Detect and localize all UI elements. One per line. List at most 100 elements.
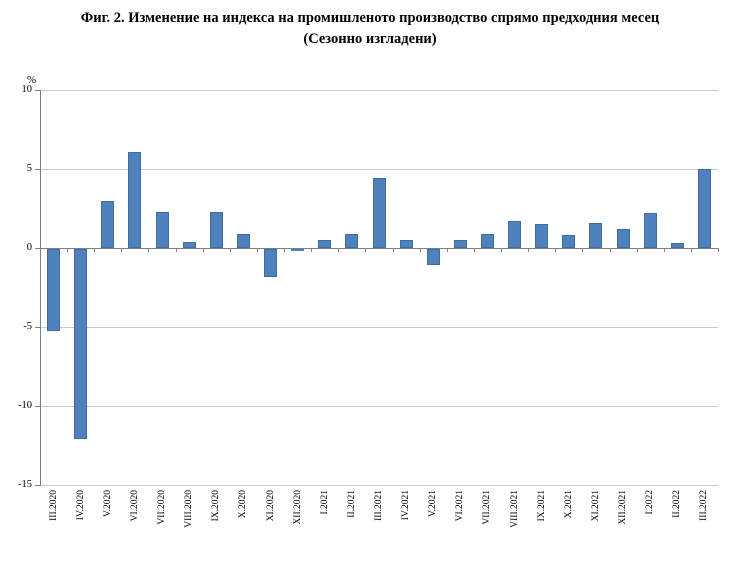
- x-axis-label: X.2021: [564, 490, 574, 519]
- x-axis-label: XI.2020: [266, 490, 276, 522]
- x-axis-label: II.2022: [672, 490, 682, 518]
- x-axis-label: VII.2021: [482, 490, 492, 525]
- category-tick: [176, 248, 177, 252]
- x-axis-label: III.2022: [699, 490, 709, 521]
- bar-II.2021: [345, 234, 358, 248]
- bar-VII.2020: [156, 212, 169, 248]
- category-tick: [528, 248, 529, 252]
- y-axis-tick: [35, 248, 40, 249]
- x-axis-label: V.2021: [428, 490, 438, 518]
- y-axis-tick: [35, 90, 40, 91]
- category-tick: [230, 248, 231, 252]
- category-tick: [203, 248, 204, 252]
- category-tick: [365, 248, 366, 252]
- bar-XII.2021: [617, 229, 630, 248]
- y-axis-label: 10: [21, 84, 33, 95]
- category-tick: [148, 248, 149, 252]
- category-tick: [691, 248, 692, 252]
- bar-V.2021: [427, 249, 440, 265]
- x-axis-label: IV.2020: [76, 490, 86, 521]
- bar-X.2021: [562, 235, 575, 248]
- bar-IX.2021: [535, 224, 548, 248]
- bar-IV.2020: [74, 249, 87, 439]
- category-tick: [284, 248, 285, 252]
- bar-I.2022: [644, 213, 657, 248]
- x-axis-label: IX.2020: [211, 490, 221, 522]
- bar-II.2022: [671, 243, 684, 248]
- category-tick: [447, 248, 448, 252]
- category-tick: [718, 248, 719, 252]
- x-axis-label: III.2021: [374, 490, 384, 521]
- bar-VIII.2021: [508, 221, 521, 248]
- category-tick: [501, 248, 502, 252]
- x-axis-label: IV.2021: [401, 490, 411, 521]
- gridline-10: [40, 90, 718, 91]
- x-axis-label: VII.2020: [157, 490, 167, 525]
- y-axis-tick: [35, 327, 40, 328]
- gridline--10: [40, 406, 718, 407]
- category-tick: [582, 248, 583, 252]
- category-tick: [94, 248, 95, 252]
- bar-III.2020: [47, 249, 60, 331]
- bar-X.2020: [237, 234, 250, 248]
- y-axis-line: [40, 90, 41, 486]
- y-axis-label: -15: [18, 479, 32, 490]
- category-tick: [610, 248, 611, 252]
- x-axis-zero-line: [40, 248, 718, 249]
- y-axis-unit-label: %: [27, 74, 37, 86]
- category-tick: [637, 248, 638, 252]
- gridline--15: [40, 485, 718, 486]
- x-axis-label: XII.2020: [293, 490, 303, 525]
- gridline--5: [40, 327, 718, 328]
- bar-VI.2020: [128, 152, 141, 248]
- bar-VIII.2020: [183, 242, 196, 248]
- bar-III.2022: [698, 169, 711, 248]
- x-axis-label: VI.2020: [130, 490, 140, 522]
- chart-title: Фиг. 2. Изменение на индекса на промишле…: [0, 8, 740, 50]
- category-tick: [664, 248, 665, 252]
- gridline-5: [40, 169, 718, 170]
- bar-I.2021: [318, 240, 331, 248]
- category-tick: [311, 248, 312, 252]
- chart-title-line1: Фиг. 2. Изменение на индекса на промишле…: [80, 10, 660, 26]
- y-axis-label: 5: [26, 163, 32, 174]
- x-axis-label: XI.2021: [591, 490, 601, 522]
- bar-XI.2020: [264, 249, 277, 277]
- category-tick: [555, 248, 556, 252]
- y-axis-label: 0: [26, 242, 32, 253]
- bar-V.2020: [101, 201, 114, 248]
- x-axis-label: VIII.2020: [184, 490, 194, 528]
- x-axis-label: IX.2021: [537, 490, 547, 522]
- y-axis-label: -10: [18, 400, 32, 411]
- x-axis-label: X.2020: [238, 490, 248, 519]
- category-tick: [257, 248, 258, 252]
- bar-XI.2021: [589, 223, 602, 248]
- bar-IV.2021: [400, 240, 413, 248]
- category-tick: [393, 248, 394, 252]
- chart-title-line2: (Сезонно изгладени): [303, 31, 437, 48]
- category-tick: [40, 248, 41, 252]
- category-tick: [67, 248, 68, 252]
- x-axis-label: V.2020: [103, 490, 113, 518]
- bar-VII.2021: [481, 234, 494, 248]
- x-axis-label: III.2020: [49, 490, 59, 521]
- bar-VI.2021: [454, 240, 467, 248]
- y-axis-tick: [35, 485, 40, 486]
- x-axis-label: II.2021: [347, 490, 357, 518]
- x-axis-label: VI.2021: [455, 490, 465, 522]
- x-axis-label: VIII.2021: [510, 490, 520, 528]
- category-tick: [420, 248, 421, 252]
- y-axis-tick: [35, 169, 40, 170]
- bar-IX.2020: [210, 212, 223, 248]
- bar-XII.2020: [291, 249, 304, 251]
- y-axis-tick: [35, 406, 40, 407]
- category-tick: [338, 248, 339, 252]
- category-tick: [121, 248, 122, 252]
- y-axis-label: -5: [23, 321, 32, 332]
- x-axis-label: I.2021: [320, 490, 330, 515]
- category-tick: [474, 248, 475, 252]
- x-axis-label: XII.2021: [618, 490, 628, 525]
- x-axis-label: I.2022: [645, 490, 655, 515]
